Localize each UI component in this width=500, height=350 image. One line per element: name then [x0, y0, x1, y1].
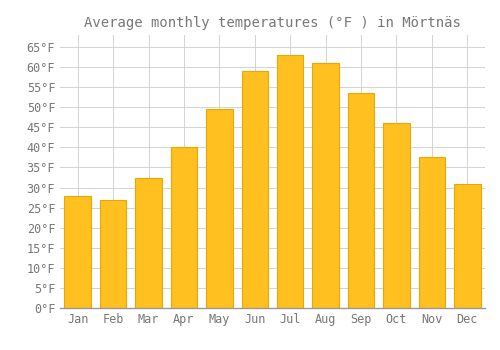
Bar — [206, 109, 233, 308]
Bar — [418, 158, 445, 308]
Bar — [170, 147, 197, 308]
Bar — [242, 71, 268, 308]
Bar — [312, 63, 339, 308]
Bar — [277, 55, 303, 308]
Bar — [348, 93, 374, 308]
Bar — [383, 123, 409, 308]
Bar — [100, 199, 126, 308]
Bar — [136, 177, 162, 308]
Bar — [454, 183, 480, 308]
Bar — [64, 196, 91, 308]
Title: Average monthly temperatures (°F ) in Mörtnäs: Average monthly temperatures (°F ) in Mö… — [84, 16, 461, 30]
